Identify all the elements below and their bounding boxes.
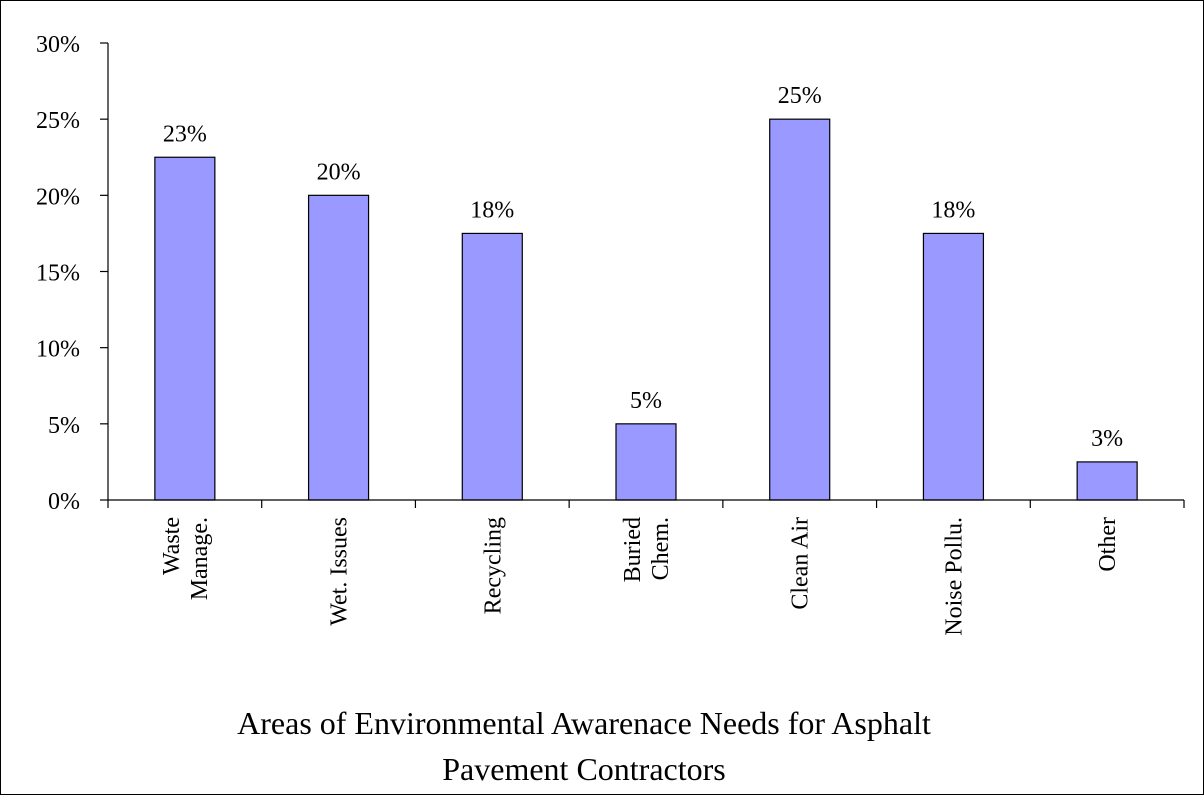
- data-label: 5%: [630, 388, 662, 414]
- bars: [155, 119, 1137, 500]
- bar: [155, 157, 215, 500]
- bar: [462, 233, 522, 500]
- data-label: 18%: [470, 197, 514, 223]
- y-tick-label: 0%: [48, 489, 80, 515]
- x-tick-label: Waste: [159, 517, 185, 575]
- y-tick-label: 5%: [48, 413, 80, 439]
- data-label: 20%: [317, 159, 361, 185]
- y-tick-label: 20%: [36, 184, 80, 210]
- data-label: 18%: [931, 197, 975, 223]
- y-tick-label: 10%: [36, 337, 80, 363]
- y-tick-label: 25%: [36, 108, 80, 134]
- chart-title-line-2: Pavement Contractors: [442, 751, 725, 787]
- x-tick-label: Clean Air: [788, 517, 814, 610]
- data-label: 25%: [778, 83, 822, 109]
- data-label: 23%: [163, 121, 207, 147]
- x-tick-label: Manage.: [187, 517, 213, 600]
- bar: [616, 424, 676, 500]
- bar: [770, 119, 830, 500]
- chart-title-line-1: Areas of Environmental Awarenace Needs f…: [237, 705, 931, 741]
- bar: [309, 195, 369, 500]
- y-tick-label: 15%: [36, 261, 80, 287]
- x-tick-label: Chem.: [648, 517, 674, 580]
- x-tick-label: Wet. Issues: [327, 517, 353, 626]
- bar: [1077, 462, 1137, 500]
- x-tick-label: Noise Pollu.: [941, 517, 967, 636]
- bar: [923, 233, 983, 500]
- x-tick-label: Other: [1095, 517, 1121, 572]
- y-tick-label: 30%: [36, 32, 80, 58]
- x-tick-label: Recycling: [480, 517, 506, 614]
- data-label: 3%: [1091, 426, 1123, 452]
- x-tick-label: Buried: [620, 517, 646, 582]
